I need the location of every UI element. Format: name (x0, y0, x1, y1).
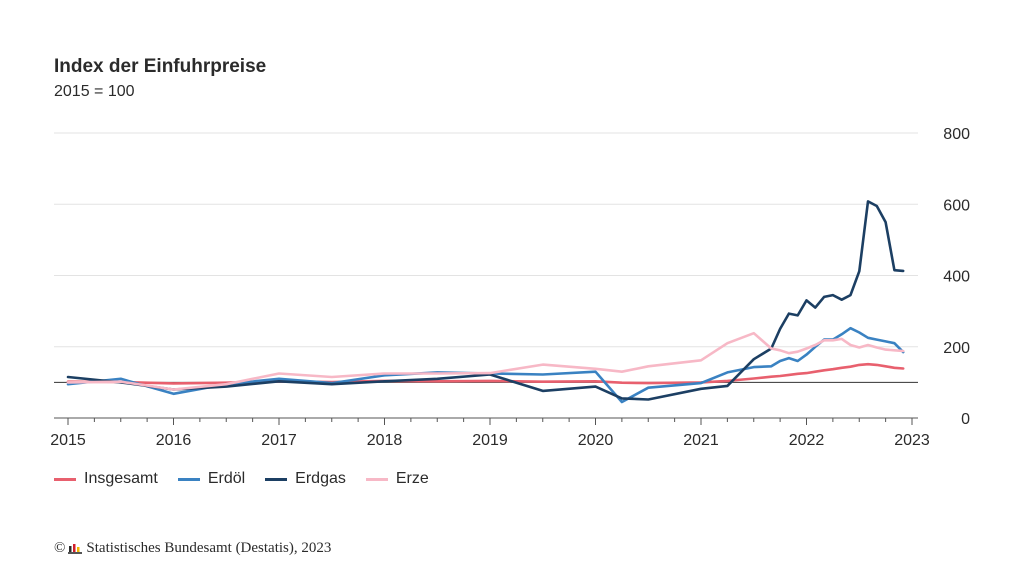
legend-item: Erdgas (265, 470, 346, 488)
y-tick-label: 400 (943, 269, 970, 286)
copyright-symbol: © (54, 540, 66, 556)
y-tick-label: 600 (943, 197, 970, 214)
x-tick-label: 2022 (789, 432, 825, 449)
x-tick-label: 2018 (367, 432, 403, 449)
y-axis-ticks: 0 200 400 600 800 (943, 126, 970, 428)
legend-label: Erdgas (295, 470, 346, 487)
x-axis: 2015 2016 2017 2018 2019 2020 2021 2022 2023 (50, 417, 930, 449)
x-tick-label: 2016 (156, 432, 192, 449)
legend-item: Insgesamt (54, 470, 158, 488)
legend-swatch (54, 477, 76, 481)
chart-title: Index der Einfuhrpreise (54, 56, 267, 77)
x-tick-label: 2021 (683, 432, 719, 449)
y-tick-label: 800 (943, 126, 970, 143)
legend-item: Erze (365, 470, 429, 488)
source-text: Statistisches Bundesamt (Destatis), 2023 (86, 540, 332, 556)
x-tick-label: 2015 (50, 432, 86, 449)
chart-subtitle: 2015 = 100 (54, 83, 135, 100)
x-tick-label: 2023 (894, 432, 930, 449)
legend-label: Erze (395, 470, 429, 487)
x-tick-label: 2019 (472, 432, 508, 449)
series-line-erze (66, 331, 905, 391)
destatis-logo-icon (68, 543, 83, 554)
source-note: © Statistisches Bundesamt (Destatis), 20… (54, 540, 331, 557)
legend-label: Insgesamt (84, 470, 158, 487)
legend: Insgesamt Erdöl Erdgas Erze (54, 470, 449, 488)
legend-item: Erdöl (177, 470, 246, 488)
series-line-erdöl (66, 326, 905, 404)
series-lines (66, 200, 905, 404)
series-line-erdgas (66, 200, 905, 401)
x-tick-label: 2017 (261, 432, 297, 449)
legend-swatch (177, 477, 200, 481)
legend-swatch (365, 477, 388, 481)
x-tick-label: 2020 (578, 432, 614, 449)
gridlines (54, 132, 918, 383)
y-tick-label: 200 (943, 340, 970, 357)
legend-swatch (265, 477, 288, 481)
legend-label: Erdöl (207, 470, 246, 487)
y-tick-label: 0 (961, 411, 970, 428)
